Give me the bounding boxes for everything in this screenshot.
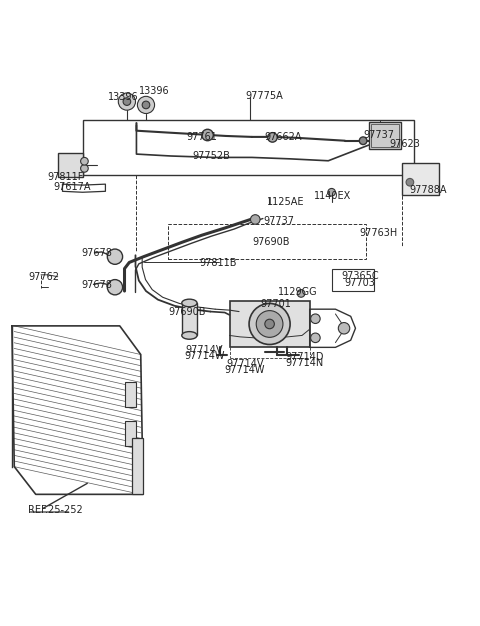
Text: 97811B: 97811B (200, 258, 237, 268)
Text: 97752B: 97752B (192, 151, 230, 162)
Bar (124, 382, 136, 407)
Circle shape (268, 133, 277, 142)
Bar (58, 153, 83, 177)
Bar (371, 125, 399, 147)
Circle shape (265, 319, 275, 329)
Bar (229, 301, 310, 347)
Circle shape (108, 280, 122, 295)
Text: 97623: 97623 (389, 138, 420, 148)
Text: 97365C: 97365C (341, 271, 379, 281)
Bar (168, 224, 366, 259)
Text: 97763H: 97763H (360, 228, 397, 238)
Circle shape (251, 215, 260, 224)
Text: 97690B: 97690B (169, 307, 206, 317)
Text: 97737: 97737 (363, 130, 394, 140)
Circle shape (311, 314, 320, 324)
Text: 97775A: 97775A (245, 91, 283, 101)
Circle shape (249, 304, 290, 344)
Circle shape (108, 249, 122, 264)
Text: 97678: 97678 (82, 280, 112, 290)
Text: 97701: 97701 (260, 299, 291, 309)
Circle shape (338, 322, 350, 334)
Circle shape (118, 93, 135, 110)
Text: 13396: 13396 (108, 92, 138, 102)
Text: 97811F: 97811F (48, 172, 84, 182)
Circle shape (142, 101, 150, 109)
Circle shape (256, 310, 283, 337)
Text: 13396: 13396 (139, 86, 169, 96)
Text: 97690B: 97690B (252, 237, 290, 247)
Circle shape (328, 188, 336, 196)
Text: 97714V: 97714V (226, 359, 264, 369)
Text: 1140EX: 1140EX (314, 191, 352, 201)
Circle shape (81, 157, 88, 165)
Text: 97714N: 97714N (285, 357, 324, 367)
Ellipse shape (182, 332, 197, 339)
Text: 97678: 97678 (82, 249, 112, 259)
Text: 1129GG: 1129GG (277, 287, 317, 297)
Text: 97737: 97737 (263, 216, 294, 226)
Bar (124, 421, 136, 446)
Circle shape (123, 98, 131, 105)
Bar (332, 269, 373, 291)
Circle shape (137, 96, 155, 113)
Text: 1125AE: 1125AE (266, 197, 304, 207)
Text: 97761: 97761 (186, 132, 217, 142)
Text: 97662A: 97662A (264, 132, 302, 142)
Circle shape (297, 290, 305, 297)
Circle shape (311, 333, 320, 342)
Text: REF.25-252: REF.25-252 (28, 505, 83, 515)
Bar (83, 120, 414, 175)
Bar (402, 163, 439, 195)
Text: 97714W: 97714W (225, 365, 265, 375)
Bar (369, 122, 401, 150)
Text: 97788A: 97788A (410, 185, 447, 195)
Circle shape (360, 137, 367, 145)
Text: 97762: 97762 (28, 272, 59, 282)
Bar (132, 438, 143, 495)
Text: 97714W: 97714W (184, 351, 225, 361)
Circle shape (406, 178, 414, 186)
Circle shape (81, 165, 88, 172)
Text: 97703: 97703 (345, 278, 376, 288)
Text: 97617A: 97617A (53, 183, 91, 192)
Bar (182, 303, 197, 336)
Text: 97714V: 97714V (185, 345, 223, 355)
Circle shape (202, 130, 213, 141)
Text: 97714D: 97714D (285, 352, 324, 362)
Ellipse shape (182, 299, 197, 307)
